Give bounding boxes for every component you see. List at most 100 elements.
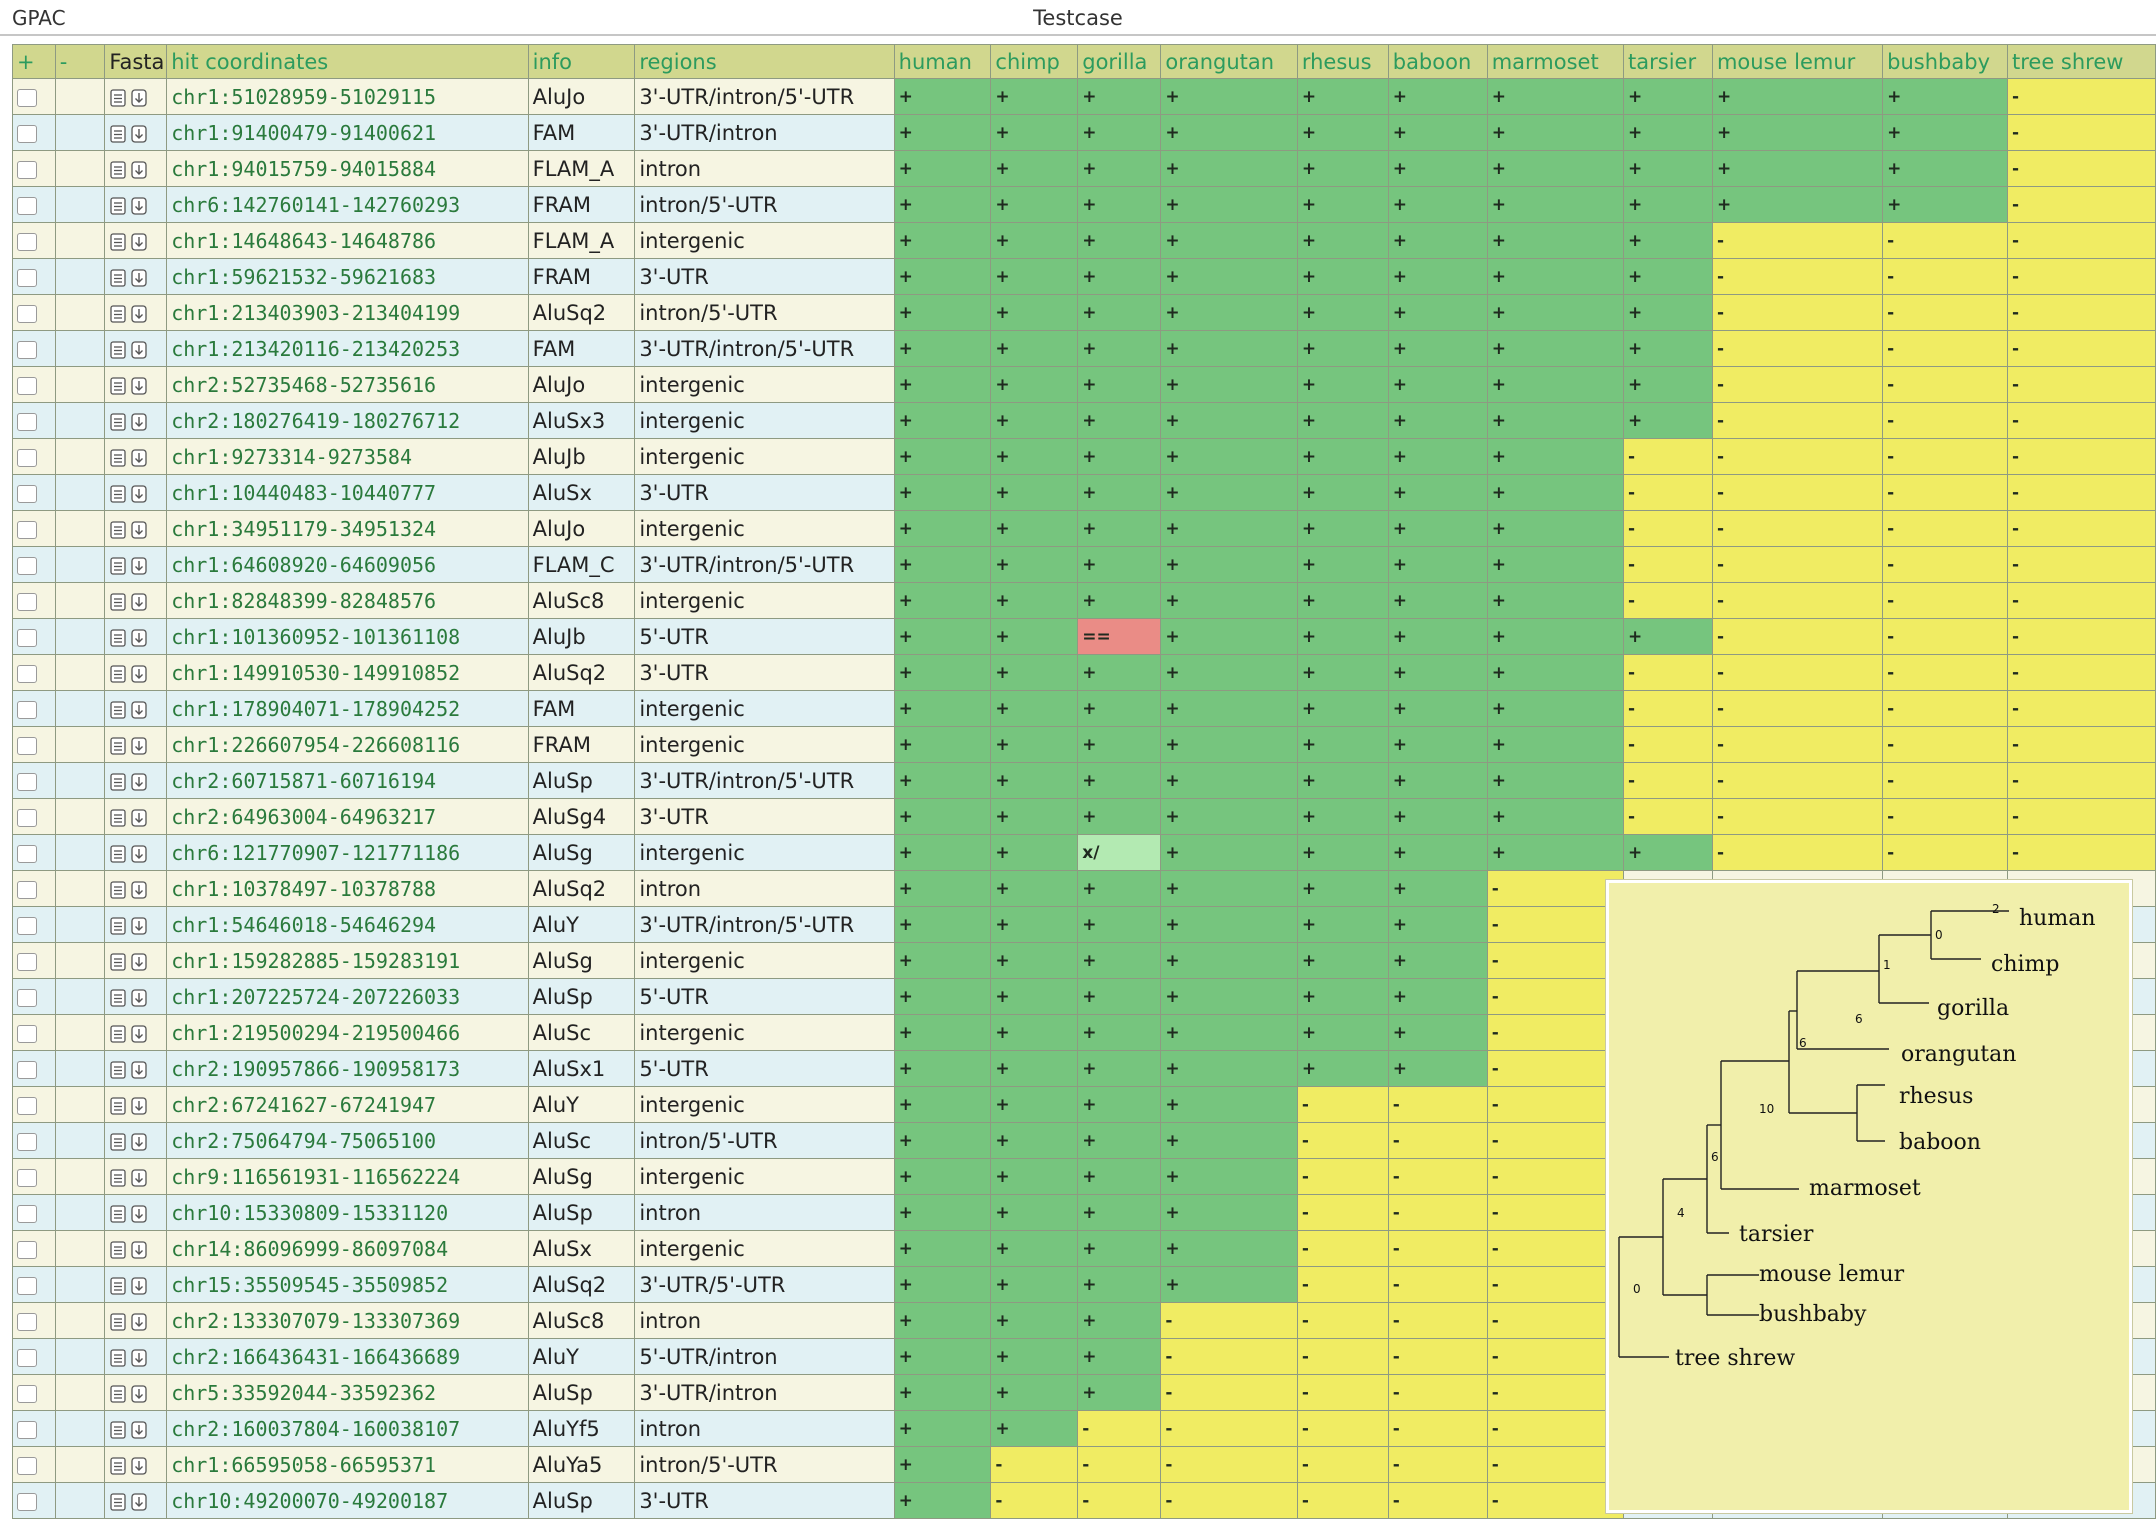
species-call-cell[interactable]: - <box>1387 1230 1488 1267</box>
species-call-cell[interactable]: + <box>893 222 992 259</box>
species-call-cell[interactable]: + <box>893 582 992 619</box>
species-column-header[interactable]: orangutan <box>1160 44 1298 79</box>
species-call-cell[interactable]: - <box>1296 1122 1389 1159</box>
species-call-cell[interactable]: - <box>1882 222 2008 259</box>
species-call-cell[interactable]: - <box>1882 690 2008 727</box>
document-icon[interactable] <box>109 1240 127 1260</box>
download-icon[interactable] <box>130 1240 148 1260</box>
species-call-cell[interactable]: + <box>1486 690 1625 727</box>
species-call-cell[interactable]: + <box>990 1338 1079 1375</box>
species-call-cell[interactable]: - <box>1160 1410 1298 1447</box>
species-call-cell[interactable]: - <box>1160 1338 1298 1375</box>
species-call-cell[interactable]: + <box>990 906 1079 943</box>
species-call-cell[interactable]: + <box>1296 78 1389 115</box>
species-call-cell[interactable]: - <box>1486 1374 1625 1411</box>
species-call-cell[interactable]: + <box>893 150 992 187</box>
species-call-cell[interactable]: + <box>990 1374 1079 1411</box>
species-call-cell[interactable]: - <box>2007 546 2156 583</box>
species-call-cell[interactable]: + <box>1160 1158 1298 1195</box>
species-call-cell[interactable]: + <box>1160 222 1298 259</box>
species-call-cell[interactable]: + <box>893 1482 992 1519</box>
download-icon[interactable] <box>130 304 148 324</box>
row-checkbox[interactable] <box>17 412 37 431</box>
download-icon[interactable] <box>130 772 148 792</box>
download-icon[interactable] <box>130 1060 148 1080</box>
species-call-cell[interactable]: + <box>1296 366 1389 403</box>
species-call-cell[interactable]: + <box>1387 150 1488 187</box>
select-all-button[interactable]: + <box>12 44 56 79</box>
species-call-cell[interactable]: - <box>1882 402 2008 439</box>
species-call-cell[interactable]: + <box>1160 366 1298 403</box>
document-icon[interactable] <box>109 952 127 972</box>
download-icon[interactable] <box>130 268 148 288</box>
species-call-cell[interactable]: + <box>1160 798 1298 835</box>
species-call-cell[interactable]: + <box>990 1122 1079 1159</box>
row-checkbox[interactable] <box>17 484 37 503</box>
species-call-cell[interactable]: - <box>1882 330 2008 367</box>
species-call-cell[interactable]: - <box>2007 834 2156 871</box>
species-call-cell[interactable]: + <box>1160 1266 1298 1303</box>
species-call-cell[interactable]: - <box>1387 1266 1488 1303</box>
species-call-cell[interactable]: + <box>1077 762 1162 799</box>
species-call-cell[interactable]: - <box>2007 618 2156 655</box>
species-call-cell[interactable]: + <box>1077 978 1162 1015</box>
species-call-cell[interactable]: + <box>1486 834 1625 871</box>
species-call-cell[interactable]: - <box>2007 366 2156 403</box>
species-call-cell[interactable]: - <box>1882 654 2008 691</box>
species-call-cell[interactable]: + <box>1486 438 1625 475</box>
species-call-cell[interactable]: + <box>990 582 1079 619</box>
species-call-cell[interactable]: + <box>893 1446 992 1483</box>
species-call-cell[interactable]: + <box>1486 654 1625 691</box>
species-call-cell[interactable]: + <box>893 294 992 331</box>
species-call-cell[interactable]: - <box>1711 726 1884 763</box>
species-call-cell[interactable]: - <box>1711 222 1884 259</box>
species-call-cell[interactable]: - <box>1711 366 1884 403</box>
species-call-cell[interactable]: + <box>1711 78 1884 115</box>
species-column-header[interactable]: tarsier <box>1623 44 1713 79</box>
document-icon[interactable] <box>109 88 127 108</box>
species-call-cell[interactable]: + <box>1077 690 1162 727</box>
document-icon[interactable] <box>109 664 127 684</box>
species-call-cell[interactable]: + <box>893 1302 992 1339</box>
species-call-cell[interactable]: + <box>1387 78 1488 115</box>
document-icon[interactable] <box>109 628 127 648</box>
row-checkbox[interactable] <box>17 844 37 863</box>
species-call-cell[interactable]: + <box>1486 510 1625 547</box>
species-call-cell[interactable]: + <box>990 1014 1079 1051</box>
hit-coordinates-cell[interactable]: chr1:54646018-54646294 <box>166 906 529 943</box>
species-call-cell[interactable]: + <box>990 834 1079 871</box>
species-call-cell[interactable]: + <box>1486 762 1625 799</box>
species-call-cell[interactable]: + <box>990 726 1079 763</box>
species-call-cell[interactable]: + <box>1077 1158 1162 1195</box>
species-call-cell[interactable]: + <box>1486 150 1625 187</box>
download-icon[interactable] <box>130 1132 148 1152</box>
document-icon[interactable] <box>109 160 127 180</box>
species-call-cell[interactable]: - <box>1077 1446 1162 1483</box>
download-icon[interactable] <box>130 1456 148 1476</box>
species-call-cell[interactable]: + <box>990 330 1079 367</box>
document-icon[interactable] <box>109 772 127 792</box>
species-call-cell[interactable]: + <box>1623 294 1713 331</box>
species-call-cell[interactable]: - <box>1486 1122 1625 1159</box>
species-call-cell[interactable]: - <box>1387 1086 1488 1123</box>
species-call-cell[interactable]: + <box>1160 510 1298 547</box>
species-call-cell[interactable]: - <box>1387 1122 1488 1159</box>
species-call-cell[interactable]: - <box>1882 834 2008 871</box>
species-call-cell[interactable]: - <box>1711 762 1884 799</box>
species-call-cell[interactable]: - <box>1486 978 1625 1015</box>
species-call-cell[interactable]: + <box>1077 1014 1162 1051</box>
species-call-cell[interactable]: + <box>1711 150 1884 187</box>
row-checkbox[interactable] <box>17 952 37 971</box>
species-call-cell[interactable]: - <box>990 1482 1079 1519</box>
species-call-cell[interactable]: - <box>2007 762 2156 799</box>
species-call-cell[interactable]: + <box>893 1194 992 1231</box>
species-call-cell[interactable]: + <box>1160 78 1298 115</box>
download-icon[interactable] <box>130 520 148 540</box>
species-call-cell[interactable]: - <box>1387 1158 1488 1195</box>
species-call-cell[interactable]: + <box>1160 870 1298 907</box>
hit-coordinates-cell[interactable]: chr2:190957866-190958173 <box>166 1050 529 1087</box>
species-call-cell[interactable]: + <box>1296 1014 1389 1051</box>
species-call-cell[interactable]: + <box>990 1410 1079 1447</box>
species-call-cell[interactable]: + <box>1387 582 1488 619</box>
species-call-cell[interactable]: + <box>1486 222 1625 259</box>
